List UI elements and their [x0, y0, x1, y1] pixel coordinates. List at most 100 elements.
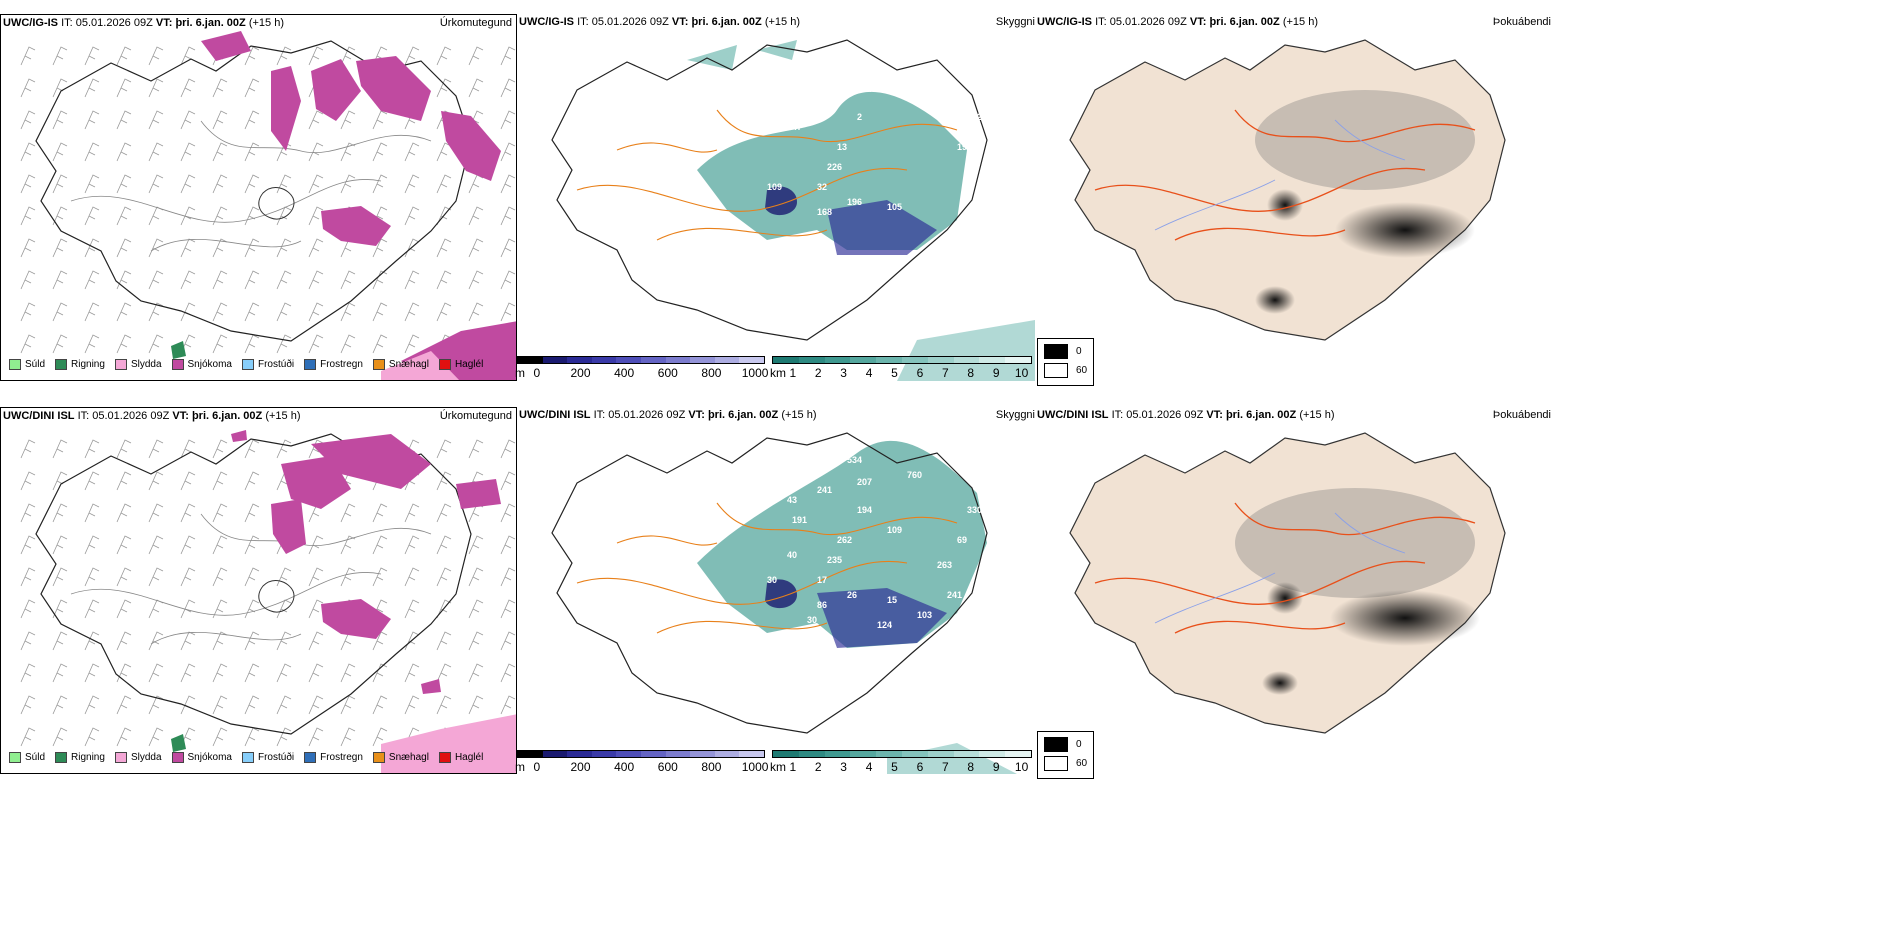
wind-barb: [308, 110, 324, 130]
precip-type-panel-top: UWC/IG-IS IT: 05.01.2026 09Z VT: þri. 6.…: [0, 14, 517, 381]
precip-map[interactable]: [1, 15, 517, 381]
legend-item: Snjókoma: [171, 359, 232, 370]
wind-barb: [436, 46, 452, 66]
colorbar-segment: [850, 357, 877, 363]
wind-barb: [116, 142, 132, 162]
wind-barb: [468, 302, 484, 322]
wind-barb: [20, 270, 36, 290]
colorbar-strip: [772, 750, 1032, 758]
wind-barb: [372, 302, 388, 322]
wind-barb: [404, 334, 420, 354]
wind-barb: [52, 238, 68, 258]
wind-barb: [436, 503, 452, 523]
legend-swatch: [438, 359, 451, 370]
visibility-value: 241: [817, 485, 832, 495]
colorbar-tick: 2: [814, 366, 822, 380]
wind-barb: [180, 567, 196, 587]
wind-barb: [340, 46, 356, 66]
wind-barb: [404, 142, 420, 162]
colorbar-tick: 9: [992, 366, 1000, 380]
panel-name: Skyggni: [995, 409, 1035, 421]
visibility-value: 226: [827, 162, 842, 172]
wind-barb: [340, 142, 356, 162]
wind-barb: [212, 206, 228, 226]
wind-barb: [404, 663, 420, 683]
wind-barb: [116, 663, 132, 683]
wind-barb: [52, 567, 68, 587]
wind-barb: [180, 663, 196, 683]
colorbar-segment: [714, 357, 740, 363]
colorbar-visibility-bottom: km 1 2 3 4 5 6 7 8 9 10: [770, 750, 1032, 774]
wind-barb: [148, 334, 164, 354]
wind-barb: [52, 334, 68, 354]
legend-label: Rigning: [71, 359, 105, 370]
wind-barb: [436, 631, 452, 651]
wind-barb: [20, 567, 36, 587]
wind-barb: [148, 727, 164, 747]
legend-swatch: [241, 752, 254, 763]
wind-barb: [84, 334, 100, 354]
colorbar-segment: [690, 751, 715, 757]
wind-barb: [180, 503, 196, 523]
wind-barb: [52, 695, 68, 715]
legend-label: Frostregn: [320, 359, 363, 370]
wind-barb: [308, 631, 324, 651]
wind-barb: [500, 695, 516, 715]
colorbar-ticks: km 1 2 3 4 5 6 7 8 9 10: [770, 366, 1032, 380]
legend-label: Slydda: [130, 359, 162, 370]
wind-barb: [180, 535, 196, 555]
panel-title: UWC/DINI ISL IT: 05.01.2026 09Z VT: þri.…: [1037, 409, 1335, 421]
wind-barb: [468, 174, 484, 194]
wind-barb: [212, 78, 228, 98]
colorbar-tick: 600: [657, 760, 678, 774]
precip-map[interactable]: [1, 408, 517, 774]
wind-barb: [308, 270, 324, 290]
colorbar-tick: 9: [992, 760, 1000, 774]
colorbar-segment: [518, 751, 543, 757]
wind-barb: [84, 567, 100, 587]
wind-barb: [436, 302, 452, 322]
colorbar-segment: [665, 357, 691, 363]
visibility-value: 69: [957, 535, 967, 545]
colorbar-segment: [901, 357, 928, 363]
wind-barb: [52, 599, 68, 619]
precip-legend: Súld Rigning Slydda Snjókoma Frostúði Frostre…: [9, 359, 483, 370]
legend-item: Slydda: [114, 359, 162, 370]
wind-barb: [468, 567, 484, 587]
colorbar-tick: 10: [1014, 366, 1029, 380]
fog-map[interactable]: [1035, 407, 1553, 774]
wind-barb: [244, 334, 260, 354]
wind-barb: [244, 302, 260, 322]
wind-barb: [180, 46, 196, 66]
colorbar-segment: [798, 357, 825, 363]
wind-barb: [84, 46, 100, 66]
wind-barb: [468, 695, 484, 715]
visibility-value: 330: [967, 505, 982, 515]
legend-swatch: [171, 752, 184, 763]
colorbar-ticks: km 1 2 3 4 5 6 7 8 9 10: [770, 760, 1032, 774]
colorbar-unit: m: [515, 760, 525, 774]
wind-barb: [52, 46, 68, 66]
wind-barb: [148, 535, 164, 555]
wind-barb: [212, 471, 228, 491]
wind-barb: [20, 727, 36, 747]
wind-barb: [468, 631, 484, 651]
fog-map[interactable]: [1035, 14, 1553, 381]
wind-barb: [276, 334, 292, 354]
wind-barb: [404, 535, 420, 555]
colorbar-segment: [665, 751, 691, 757]
wind-barb: [372, 142, 388, 162]
colorbar-segment: [824, 751, 851, 757]
visibility-labels: 534 207 760 241 43 191 30 330 69 235 26 15 86 262 17 19…: [767, 455, 982, 630]
wind-barb: [436, 471, 452, 491]
wind-barb: [436, 695, 452, 715]
wind-barb: [372, 334, 388, 354]
wind-barb: [116, 302, 132, 322]
legend-item: Rigning: [55, 359, 105, 370]
wind-barb: [116, 110, 132, 130]
visibility-value: 86: [817, 600, 827, 610]
visibility-value: 196: [847, 197, 862, 207]
wind-barb: [500, 46, 516, 66]
